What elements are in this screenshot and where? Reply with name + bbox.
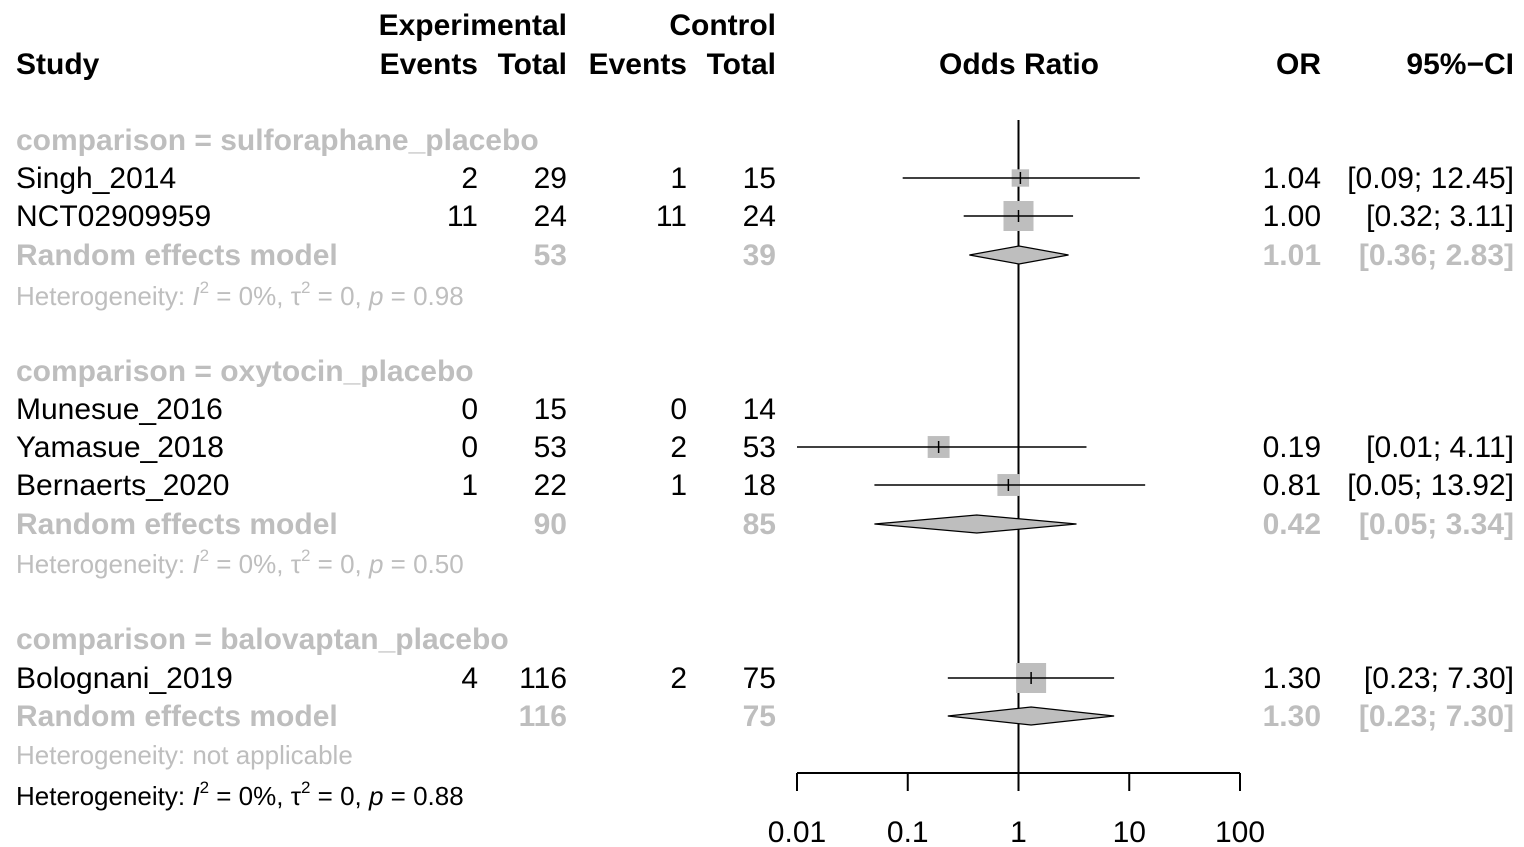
pooled-ci: [0.36; 2.83]	[1359, 239, 1514, 272]
axis-tick-label: 100	[1215, 816, 1265, 847]
axis-tick-label: 10	[1113, 816, 1146, 847]
ctl-total: 75	[743, 662, 776, 695]
subgroup-heterogeneity: Heterogeneity: I2 = 0%, τ2 = 0, p = 0.50	[16, 546, 464, 579]
ctl-events: 0	[670, 393, 687, 426]
header-control: Control	[669, 9, 776, 42]
pooled-row: Random effects model 116 75 1.30 [0.23; 7.30…	[16, 700, 1514, 733]
pooled-ci: [0.05; 3.34]	[1359, 508, 1514, 541]
exp-events: 2	[461, 162, 478, 195]
ctl-total: 15	[743, 162, 776, 195]
ctl-events: 1	[670, 162, 687, 195]
exp-total: 15	[534, 393, 567, 426]
subgroup-heterogeneity: Heterogeneity: not applicable	[16, 740, 353, 770]
ctl-events: 11	[656, 200, 687, 233]
study-name: NCT02909959	[16, 200, 211, 233]
ctl-total: 53	[743, 431, 776, 464]
axis-tick-label: 1	[1010, 816, 1027, 847]
subgroup: comparison = sulforaphane_placebo Singh_2…	[16, 124, 1514, 311]
study-ci: [0.05; 13.92]	[1347, 469, 1514, 502]
header-study: Study	[16, 48, 100, 81]
forest-rows: comparison = sulforaphane_placebo Singh_2…	[16, 120, 1514, 773]
header-exp-total: Total	[498, 48, 567, 81]
study-row: Munesue_2016 0 15 0 14	[16, 393, 776, 426]
pooled-exp-total: 116	[519, 700, 567, 733]
pooled-diamond	[874, 514, 1077, 534]
pooled-or: 1.30	[1263, 700, 1321, 733]
header-exp-events: Events	[380, 48, 478, 81]
study-ci: [0.23; 7.30]	[1364, 662, 1514, 695]
exp-total: 29	[534, 162, 567, 195]
exp-events: 0	[461, 431, 478, 464]
pooled-diamond	[969, 245, 1069, 265]
pooled-exp-total: 53	[534, 239, 567, 272]
study-or: 0.81	[1263, 469, 1321, 502]
header-ctl-total: Total	[707, 48, 776, 81]
study-or: 0.19	[1263, 431, 1321, 464]
exp-events: 1	[461, 469, 478, 502]
exp-events: 11	[447, 200, 478, 233]
pooled-ctl-total: 75	[743, 700, 776, 733]
pooled-label: Random effects model	[16, 508, 338, 541]
exp-events: 0	[461, 393, 478, 426]
header-odds-ratio: Odds Ratio	[939, 48, 1099, 81]
study-row: Yamasue_2018 0 53 2 53 0.19 [0.01; 4.11]	[16, 431, 1514, 464]
subgroup-heterogeneity: Heterogeneity: I2 = 0%, τ2 = 0, p = 0.98	[16, 278, 464, 311]
study-or: 1.04	[1263, 162, 1321, 195]
ctl-events: 2	[670, 431, 687, 464]
ctl-total: 14	[743, 393, 776, 426]
exp-total: 116	[519, 662, 567, 695]
study-name: Singh_2014	[16, 162, 176, 195]
study-row: Singh_2014 2 29 1 15 1.04 [0.09; 12.45]	[16, 162, 1514, 195]
study-ci: [0.01; 4.11]	[1366, 431, 1514, 464]
subgroup-title: comparison = sulforaphane_placebo	[16, 124, 539, 157]
subgroup: comparison = balovaptan_placebo Bolognani…	[16, 623, 1514, 770]
pooled-label: Random effects model	[16, 700, 338, 733]
ctl-total: 24	[743, 200, 776, 233]
pooled-ctl-total: 85	[743, 508, 776, 541]
study-name: Bolognani_2019	[16, 662, 233, 695]
pooled-row: Random effects model 90 85 0.42 [0.05; 3.34]	[16, 508, 1514, 541]
axis-tick-label: 0.01	[768, 816, 826, 847]
pooled-ci: [0.23; 7.30]	[1359, 700, 1514, 733]
pooled-ctl-total: 39	[743, 239, 776, 272]
header-experimental: Experimental	[379, 9, 567, 42]
ctl-events: 2	[670, 662, 687, 695]
study-name: Yamasue_2018	[16, 431, 224, 464]
study-name: Munesue_2016	[16, 393, 223, 426]
study-row: Bolognani_2019 4 116 2 75 1.30 [0.23; 7.30]	[16, 662, 1514, 695]
overall-heterogeneity: Heterogeneity: I2 = 0%, τ2 = 0, p = 0.88	[16, 778, 464, 811]
study-or: 1.30	[1263, 662, 1321, 695]
ctl-events: 1	[670, 469, 687, 502]
exp-total: 53	[534, 431, 567, 464]
exp-total: 24	[534, 200, 567, 233]
pooled-row: Random effects model 53 39 1.01 [0.36; 2.83]	[16, 239, 1514, 272]
axis-tick-label: 0.1	[887, 816, 929, 847]
pooled-or: 0.42	[1263, 508, 1321, 541]
header-or: OR	[1276, 48, 1321, 81]
study-or: 1.00	[1263, 200, 1321, 233]
study-row: NCT02909959 11 24 11 24 1.00 [0.32; 3.11]	[16, 200, 1514, 233]
study-ci: [0.32; 3.11]	[1366, 200, 1514, 233]
header-ci: 95%−CI	[1406, 48, 1514, 81]
subgroup-title: comparison = oxytocin_placebo	[16, 355, 474, 388]
study-ci: [0.09; 12.45]	[1347, 162, 1514, 195]
subgroup: comparison = oxytocin_placebo Munesue_201…	[16, 355, 1514, 579]
header-ctl-events: Events	[589, 48, 687, 81]
study-row: Bernaerts_2020 1 22 1 18 0.81 [0.05; 13.92]	[16, 469, 1514, 502]
pooled-diamond	[947, 706, 1115, 726]
exp-total: 22	[534, 469, 567, 502]
exp-events: 4	[461, 662, 478, 695]
pooled-or: 1.01	[1263, 239, 1321, 272]
ctl-total: 18	[743, 469, 776, 502]
pooled-exp-total: 90	[534, 508, 567, 541]
subgroup-title: comparison = balovaptan_placebo	[16, 623, 509, 656]
pooled-label: Random effects model	[16, 239, 338, 272]
x-axis: 0.01 0.1 1 10 100	[768, 772, 1265, 847]
study-name: Bernaerts_2020	[16, 469, 230, 502]
